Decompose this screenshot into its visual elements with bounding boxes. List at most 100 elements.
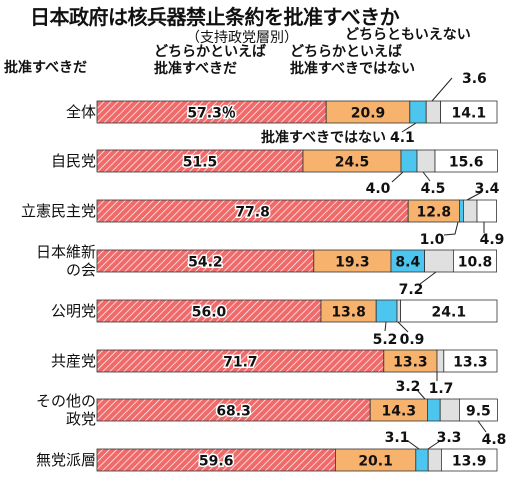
category-label-8: 無党派層 bbox=[0, 451, 96, 469]
leader-line-not-ratify-1 bbox=[401, 122, 417, 133]
bar-segment-somewhat-not-ratify-5 bbox=[396, 299, 401, 323]
category-label-line: 共産党 bbox=[50, 352, 96, 370]
category-label-line: 立憲民主党 bbox=[20, 202, 96, 220]
bar-value-label-somewhat-not-ratify-7: 4.8 bbox=[482, 432, 507, 448]
bar-value-label-somewhat-not-ratify-2: 4.5 bbox=[421, 181, 446, 197]
category-label-line: 日本維新 bbox=[35, 243, 96, 261]
bar-segment-neither-2 bbox=[434, 149, 498, 173]
bar-value-label-somewhat-not-ratify-3: 3.4 bbox=[475, 181, 500, 197]
leader-line-not-ratify-7 bbox=[416, 389, 426, 400]
legend-somewhat-ratify-line2: 批准すべきだ bbox=[154, 61, 238, 77]
bar-labels-group: 57.3％ 20.9 14.1 51.5 24.5 15.6 77.8 12.8 54.2 19.… bbox=[181, 71, 507, 471]
legend-somewhat-not-ratify: どちらかといえば 批准すべきではない bbox=[290, 44, 415, 78]
leader-line-somewhat-not-ratify-1 bbox=[431, 77, 453, 102]
bar-value-label-somewhat-ratify-6: 13.3 bbox=[393, 355, 428, 371]
bar-segment-not-ratify-2 bbox=[400, 149, 418, 173]
bar-segment-neither-8 bbox=[440, 448, 498, 472]
bar-value-label-somewhat-ratify-5: 13.8 bbox=[331, 305, 366, 321]
bar-value-label-ratify-4: 54.2 bbox=[188, 255, 223, 271]
legend-somewhat-not-ratify-line1: どちらかといえば bbox=[290, 44, 402, 60]
legend-somewhat-ratify-line1: どちらかといえば bbox=[154, 44, 266, 60]
bar-value-label-not-ratify-8: 3.1 bbox=[385, 430, 410, 446]
bar-segment-not-ratify-8 bbox=[415, 448, 429, 472]
category-label-5: 公明党 bbox=[0, 302, 96, 320]
bar-value-label-somewhat-ratify-7: 14.3 bbox=[382, 404, 417, 420]
bar-segment-neither-3 bbox=[476, 199, 498, 223]
bar-value-label-ratify-2: 51.5 bbox=[183, 155, 218, 171]
bar-value-label-neither-5: 24.1 bbox=[432, 305, 467, 321]
bar-value-label-ratify-7: 68.3 bbox=[216, 404, 251, 420]
category-label-7: その他の 政党 bbox=[0, 392, 96, 428]
category-label-line: 自民党 bbox=[50, 152, 96, 170]
category-label-1: 全体 bbox=[0, 103, 96, 121]
bar-value-label-neither-7: 9.5 bbox=[466, 404, 491, 420]
category-label-2: 自民党 bbox=[0, 152, 96, 170]
category-label-4: 日本維新 の会 bbox=[0, 243, 96, 279]
bar-segment-not-ratify-7 bbox=[426, 398, 441, 422]
bar-segment-not-ratify-3 bbox=[458, 199, 464, 223]
bar-segment-neither-1 bbox=[440, 100, 498, 124]
bar-value-label-ratify-5: 56.0 bbox=[192, 305, 227, 321]
legend-not-ratify: 批准すべきではない bbox=[261, 129, 386, 146]
legend-ratify: 批准すべきだ bbox=[4, 60, 88, 76]
bar-value-label-ratify-6: 71.7 bbox=[223, 355, 258, 371]
bar-value-label-somewhat-not-ratify-5: 0.9 bbox=[400, 332, 425, 348]
bar-segment-neither-7 bbox=[458, 398, 498, 422]
category-label-6: 共産党 bbox=[0, 352, 96, 370]
bar-segment-somewhat-not-ratify-4 bbox=[424, 249, 454, 273]
leader-line-somewhat-not-ratify-4 bbox=[419, 271, 437, 285]
bar-value-label-somewhat-ratify-4: 19.3 bbox=[335, 255, 370, 271]
bar-segment-somewhat-not-ratify-7 bbox=[439, 398, 460, 422]
bar-value-label-ratify-3: 77.8 bbox=[235, 205, 270, 221]
leader-line-somewhat-not-ratify-8 bbox=[427, 440, 441, 450]
bar-segment-somewhat-not-ratify-2 bbox=[416, 149, 436, 173]
bar-value-label-not-ratify-3: 1.0 bbox=[420, 232, 445, 248]
leader-line-not-ratify-8 bbox=[407, 440, 420, 450]
bar-value-label-somewhat-not-ratify-8: 3.3 bbox=[437, 430, 462, 446]
leader-lines bbox=[384, 77, 487, 450]
category-label-line: の会 bbox=[65, 261, 96, 279]
legend-neither: どちらともいえない bbox=[345, 27, 471, 43]
bar-segment-somewhat-not-ratify-6 bbox=[436, 349, 445, 373]
bar-value-label-neither-6: 13.3 bbox=[453, 355, 488, 371]
chart-title: 日本政府は核兵器禁止条約を批准すべきか bbox=[30, 5, 400, 29]
bar-value-label-not-ratify-5: 5.2 bbox=[373, 332, 398, 348]
bar-value-label-somewhat-ratify-3: 12.8 bbox=[417, 205, 452, 221]
bar-value-label-somewhat-ratify-8: 20.1 bbox=[358, 454, 393, 470]
bar-value-label-neither-1: 14.1 bbox=[452, 106, 487, 122]
bar-value-label-neither-8: 13.9 bbox=[452, 454, 487, 470]
category-label-line: 政党 bbox=[65, 410, 96, 428]
bar-segment-neither-5 bbox=[400, 299, 498, 323]
leader-line-somewhat-not-ratify-3 bbox=[466, 191, 483, 201]
leader-line-not-ratify-3 bbox=[443, 221, 459, 236]
bar-value-label-not-ratify-4: 8.4 bbox=[395, 255, 420, 271]
bar-segment-somewhat-not-ratify-8 bbox=[427, 448, 442, 472]
bar-value-label-neither-2: 15.6 bbox=[449, 155, 484, 171]
bar-segment-somewhat-not-ratify-3 bbox=[462, 199, 478, 223]
bar-value-label-somewhat-ratify-2: 24.5 bbox=[335, 155, 370, 171]
category-label-line: 全体 bbox=[65, 103, 96, 121]
chart-subtitle: （支持政党層別） bbox=[186, 30, 298, 46]
bar-segment-not-ratify-1 bbox=[409, 100, 427, 124]
bar-value-label-somewhat-not-ratify-1: 3.6 bbox=[462, 71, 487, 87]
category-label-line: 無党派層 bbox=[35, 451, 96, 469]
leader-line-not-ratify-5 bbox=[384, 321, 387, 332]
leader-line-somewhat-not-ratify-5 bbox=[397, 321, 409, 333]
category-label-line: 公明党 bbox=[50, 302, 96, 320]
leader-line-somewhat-not-ratify-2 bbox=[422, 171, 431, 182]
leader-line-not-ratify-2 bbox=[391, 171, 404, 183]
bar-segment-neither-6 bbox=[443, 349, 498, 373]
bar-value-label-neither-4: 10.8 bbox=[458, 255, 493, 271]
bar-value-label-not-ratify-7: 3.2 bbox=[396, 379, 421, 395]
leader-line-somewhat-not-ratify-7 bbox=[477, 420, 487, 433]
legend-somewhat-not-ratify-line2: 批准すべきではない bbox=[290, 61, 416, 77]
bar-segment-somewhat-not-ratify-1 bbox=[425, 100, 442, 124]
bar-value-label-somewhat-not-ratify-4: 7.2 bbox=[399, 282, 424, 298]
bar-value-label-ratify-1: 57.3％ bbox=[187, 106, 236, 122]
bar-segment-neither-4 bbox=[452, 249, 497, 273]
bars-group bbox=[96, 100, 498, 472]
bar-value-label-neither-3: 4.9 bbox=[480, 232, 505, 248]
category-label-3: 立憲民主党 bbox=[0, 202, 96, 220]
bar-value-label-ratify-8: 59.6 bbox=[199, 454, 234, 470]
bar-value-label-somewhat-ratify-1: 20.9 bbox=[351, 106, 386, 122]
